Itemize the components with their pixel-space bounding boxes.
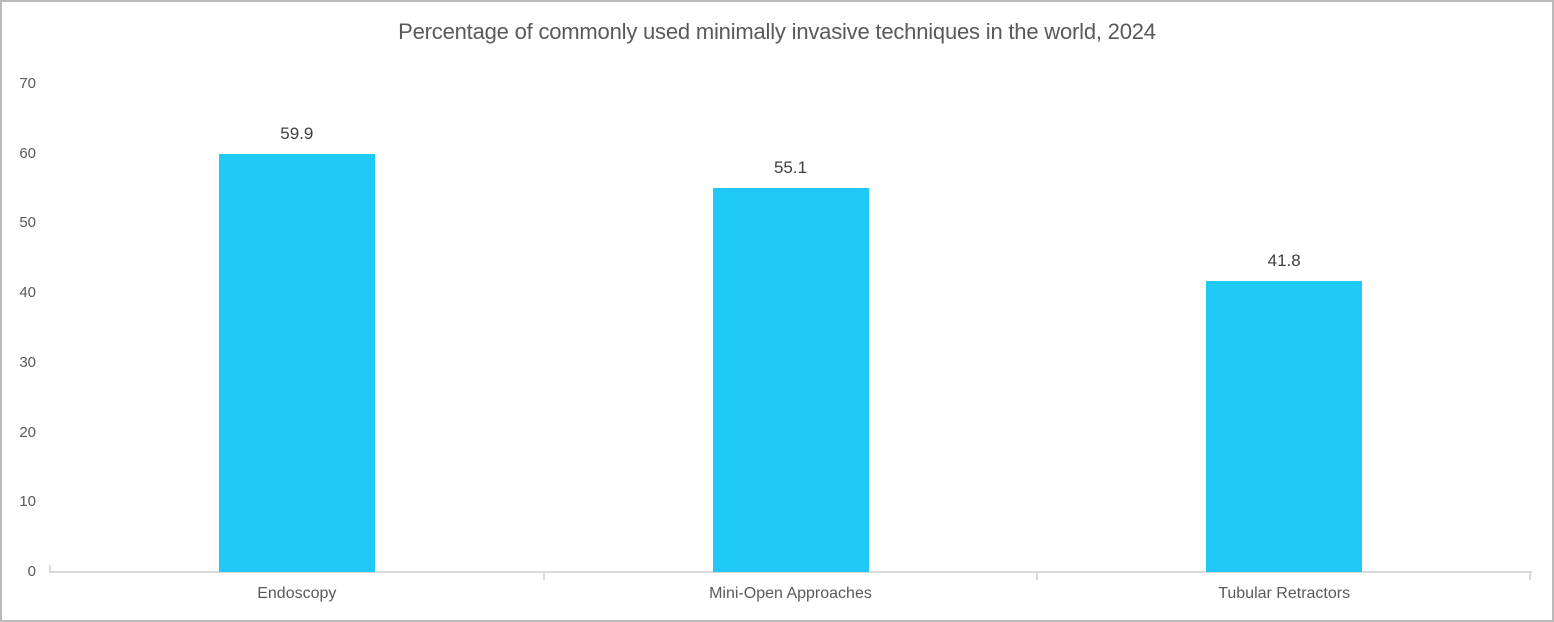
axis-end-tick [1529, 571, 1531, 580]
category-boundary-tick [1036, 571, 1039, 580]
bar-mini-open-approaches [712, 187, 869, 572]
category-boundary-tick [542, 571, 545, 580]
y-axis-tick-label: 0 [27, 563, 36, 580]
y-axis-tick-label: 70 [19, 75, 36, 92]
y-axis-tick-label: 10 [19, 493, 36, 511]
axis-start-tick [49, 565, 51, 573]
y-axis-tick-label: 30 [19, 353, 36, 371]
y-axis-tick-label: 40 [19, 284, 36, 302]
y-axis-tick-label: 60 [19, 144, 36, 162]
y-axis-tick-label: 50 [19, 214, 36, 232]
y-axis-tick-label: 20 [19, 423, 36, 441]
bar-endoscopy [218, 154, 375, 572]
x-axis-line [49, 571, 1532, 573]
category-label: Tubular Retractors [1218, 585, 1351, 602]
category-label: Mini-Open Approaches [709, 585, 872, 602]
bar-tubular-retractors [1206, 280, 1363, 572]
chart-title: Percentage of commonly used minimally in… [398, 19, 1156, 44]
bar-value-label: 55.1 [773, 157, 808, 177]
category-label: Endoscopy [257, 585, 337, 602]
bar-value-label: 41.8 [1267, 250, 1301, 270]
bar-value-label: 59.9 [280, 124, 314, 144]
